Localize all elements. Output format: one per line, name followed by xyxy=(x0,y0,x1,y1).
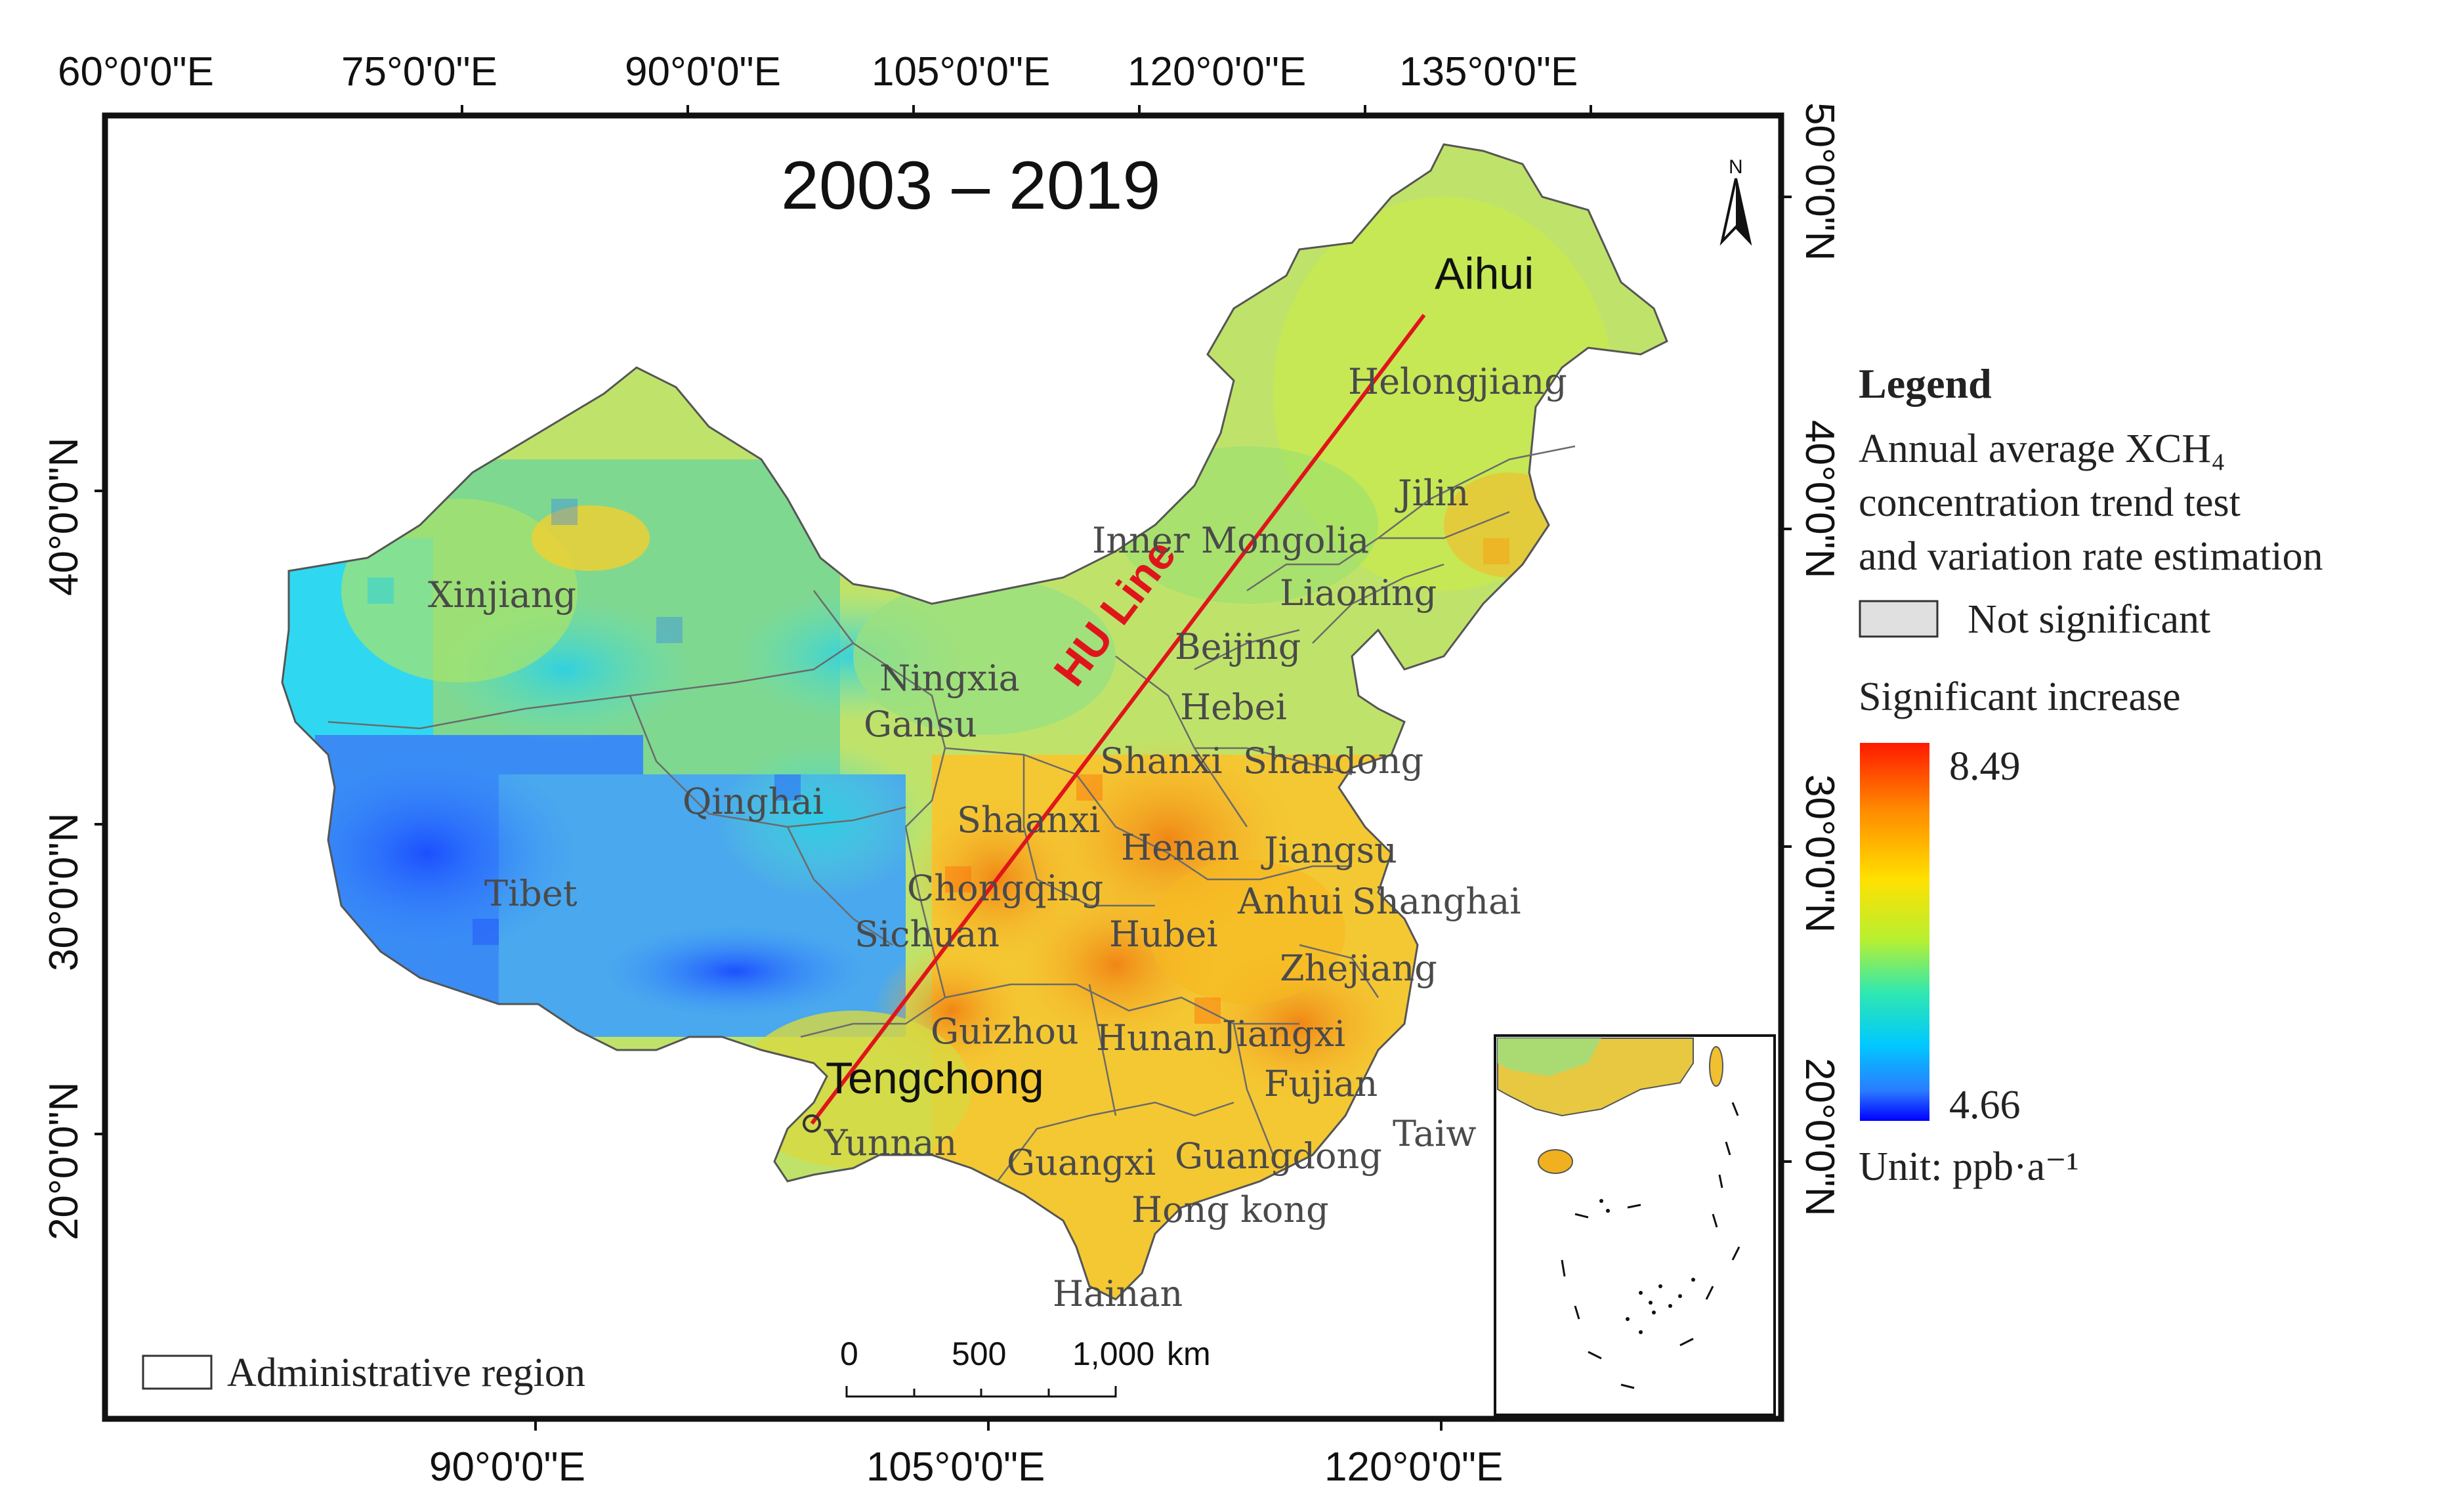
province-label-inner-mongolia: Inner Mongolia xyxy=(1092,520,1369,561)
hu-line xyxy=(810,314,1426,1125)
top-tick-60e: 60°0'0"E xyxy=(58,49,214,94)
province-boundaries xyxy=(327,445,1576,1182)
legend-description-line-2: concentration trend test xyxy=(1859,480,2241,525)
province-label-hong-kong: Hong kong xyxy=(1131,1189,1329,1230)
province-label-fujian: Fujian xyxy=(1264,1063,1378,1104)
color-ramp-min: 4.66 xyxy=(1949,1083,2021,1127)
top-tick-90e: 90°0'0"E xyxy=(625,49,781,94)
left-axis-ticks xyxy=(95,490,105,1135)
province-label-chongqing: Chongqing xyxy=(907,868,1103,909)
north-arrow-label: N xyxy=(1729,156,1743,178)
not-significant-label: Not significant xyxy=(1968,597,2210,642)
map-title: 2003 – 2019 xyxy=(781,148,1160,224)
province-label-shaanxi: Shaanxi xyxy=(957,799,1101,841)
province-label-taiwan: Taiw xyxy=(1393,1113,1477,1154)
right-tick-40n: 40°0'0"N xyxy=(1797,420,1842,578)
north-arrow-icon: N xyxy=(1719,156,1752,246)
color-ramp-max: 8.49 xyxy=(1949,744,2021,789)
unit-label: Unit: ppb·a⁻¹ xyxy=(1859,1144,2078,1189)
scale-label-1000: 1,000 xyxy=(1072,1335,1154,1372)
province-label-liaoning: Liaoning xyxy=(1280,572,1437,614)
province-label-zhejiang: Zhejiang xyxy=(1280,948,1437,989)
left-axis: 40°0'0"N 30°0'0"N 20°0'0"N xyxy=(41,438,87,1240)
bottom-axis-ticks xyxy=(534,1419,1443,1431)
province-label-qinghai: Qinghai xyxy=(683,781,824,822)
province-label-jiangsu: Jiangsu xyxy=(1261,830,1397,871)
province-label-jilin: Jilin xyxy=(1395,472,1469,514)
left-tick-20n: 20°0'0"N xyxy=(41,1082,87,1240)
province-label-jiangxi: Jiangxi xyxy=(1219,1013,1345,1055)
province-label-guangxi: Guangxi xyxy=(1007,1142,1156,1183)
top-tick-135e: 135°0'0"E xyxy=(1399,49,1578,94)
province-label-xinjiang: Xinjiang xyxy=(428,574,576,616)
province-label-shanxi: Shanxi xyxy=(1100,740,1222,782)
province-label-helongjiang: Helongjiang xyxy=(1348,361,1567,402)
significant-increase-label: Significant increase xyxy=(1859,675,2181,719)
bottom-axis: 90°0'0"E 105°0'0"E 120°0'0"E xyxy=(429,1444,1503,1490)
not-significant-swatch xyxy=(1859,600,1939,638)
right-axis-ticks xyxy=(1781,196,1792,1163)
bottom-tick-120e: 120°0'0"E xyxy=(1324,1444,1503,1490)
bottom-tick-105e: 105°0'0"E xyxy=(866,1444,1045,1490)
province-label-henan: Henan xyxy=(1121,827,1240,868)
right-tick-30n: 30°0'0"N xyxy=(1797,774,1842,933)
province-label-guangdong: Guangdong xyxy=(1175,1135,1382,1177)
right-tick-20n: 20°0'0"N xyxy=(1797,1058,1842,1216)
admin-region-swatch xyxy=(142,1354,213,1390)
province-label-anhui: Anhui xyxy=(1237,881,1343,922)
province-label-ningxia: Ningxia xyxy=(879,658,1020,699)
scale-label-0: 0 xyxy=(840,1335,858,1372)
legend-heading: Legend xyxy=(1859,360,1992,407)
province-label-hunan: Hunan xyxy=(1096,1017,1217,1059)
province-label-shanghai: Shanghai xyxy=(1352,881,1521,922)
south-china-sea-inset xyxy=(1494,1034,1776,1416)
right-tick-50n: 50°0'0"N xyxy=(1797,102,1842,261)
scale-label-500: 500 xyxy=(952,1335,1006,1372)
left-tick-30n: 30°0'0"N xyxy=(41,813,87,971)
legend: Legend Annual average XCH₄ concentration… xyxy=(1859,360,2323,1189)
legend-description-line-1: Annual average XCH₄ xyxy=(1859,427,2225,471)
scale-bar: 0 500 1,000 km xyxy=(840,1335,1211,1398)
province-label-gansu: Gansu xyxy=(864,704,977,745)
province-label-beijing: Beijing xyxy=(1175,626,1301,667)
admin-region-label: Administrative region xyxy=(227,1351,585,1395)
bottom-tick-90e: 90°0'0"E xyxy=(429,1444,585,1490)
province-label-guizhou: Guizhou xyxy=(931,1011,1079,1052)
province-label-yunnan: Yunnan xyxy=(824,1122,957,1164)
top-tick-75e: 75°0'0"E xyxy=(341,49,497,94)
top-tick-105e: 105°0'0"E xyxy=(872,49,1050,94)
top-axis: 60°0'0"E 75°0'0"E 90°0'0"E 105°0'0"E 120… xyxy=(58,49,1578,94)
province-label-hebei: Hebei xyxy=(1180,686,1287,728)
left-tick-40n: 40°0'0"N xyxy=(41,438,87,596)
province-label-hubei: Hubei xyxy=(1109,914,1218,955)
city-label-tengchong: Tengchong xyxy=(826,1053,1044,1103)
province-labels: Xinjiang Tibet Qinghai Gansu Ningxia Inn… xyxy=(428,361,1567,1314)
legend-description-line-3: and variation rate estimation xyxy=(1859,534,2323,579)
scale-unit: km xyxy=(1167,1335,1211,1372)
province-label-tibet: Tibet xyxy=(484,873,578,914)
province-label-hainan: Hainan xyxy=(1053,1273,1183,1314)
top-tick-120e: 120°0'0"E xyxy=(1127,49,1306,94)
top-axis-ticks xyxy=(461,105,1592,116)
right-axis: 50°0'0"N 40°0'0"N 30°0'0"N 20°0'0"N xyxy=(1797,102,1842,1216)
province-label-sichuan: Sichuan xyxy=(854,914,1000,955)
province-label-shandong: Shandong xyxy=(1243,740,1423,782)
city-label-aihui: Aihui xyxy=(1435,249,1534,299)
tengchong-marker xyxy=(803,1114,821,1133)
color-ramp xyxy=(1860,743,1929,1121)
